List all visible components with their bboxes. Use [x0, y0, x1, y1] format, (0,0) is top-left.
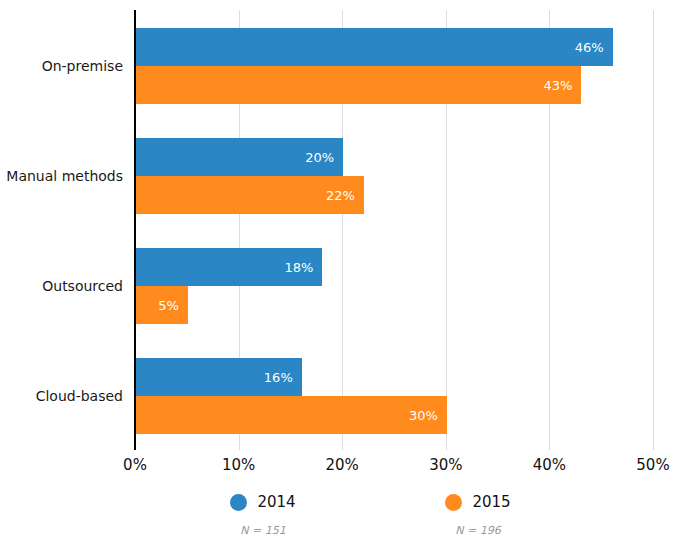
category-label-manual-methods: Manual methods — [0, 166, 123, 186]
x-tick-label: 0% — [123, 456, 147, 474]
x-tick-label: 30% — [429, 456, 462, 474]
legend-n-label-2015: N = 196 — [423, 524, 533, 537]
category-label-outsourced: Outsourced — [0, 276, 123, 296]
bar-value-label: 16% — [264, 370, 302, 385]
bar-chart: 46% 43% 20% 22% 18% 5% 16% 30% 2014 N = 151 2015 N… — [0, 0, 675, 559]
bar-value-label: 18% — [285, 260, 323, 275]
bar-2015-on-premise: 43% — [136, 66, 581, 104]
bar-2014-cloud-based: 16% — [136, 358, 302, 396]
bar-2014-on-premise: 46% — [136, 28, 613, 66]
bar-value-label: 22% — [326, 188, 364, 203]
x-tick-label: 20% — [326, 456, 359, 474]
bar-2015-outsourced: 5% — [136, 286, 188, 324]
x-tick-label: 40% — [533, 456, 566, 474]
bar-value-label: 43% — [544, 78, 582, 93]
category-label-on-premise: On-premise — [0, 56, 123, 76]
plot-area: 46% 43% 20% 22% 18% 5% 16% 30% — [135, 10, 653, 450]
legend-dot-2015 — [445, 494, 462, 511]
x-tick-label: 50% — [636, 456, 669, 474]
gridline-50% — [653, 10, 654, 450]
legend-item-2015: 2015 N = 196 — [423, 492, 533, 537]
legend-dot-2014 — [230, 494, 247, 511]
bar-value-label: 30% — [409, 408, 447, 423]
bar-value-label: 5% — [158, 298, 188, 313]
legend-label-2014: 2014 — [257, 492, 295, 512]
x-tick-label: 10% — [222, 456, 255, 474]
legend-item-2014: 2014 N = 151 — [208, 492, 318, 537]
chart-legend: 2014 N = 151 2015 N = 196 — [0, 492, 675, 552]
bar-2014-outsourced: 18% — [136, 248, 322, 286]
legend-n-label-2014: N = 151 — [208, 524, 318, 537]
bar-2015-cloud-based: 30% — [136, 396, 447, 434]
bar-2014-manual-methods: 20% — [136, 138, 343, 176]
legend-label-2015: 2015 — [472, 492, 510, 512]
bar-2015-manual-methods: 22% — [136, 176, 364, 214]
bar-value-label: 46% — [575, 40, 613, 55]
bar-value-label: 20% — [305, 150, 343, 165]
category-label-cloud-based: Cloud-based — [0, 386, 123, 406]
